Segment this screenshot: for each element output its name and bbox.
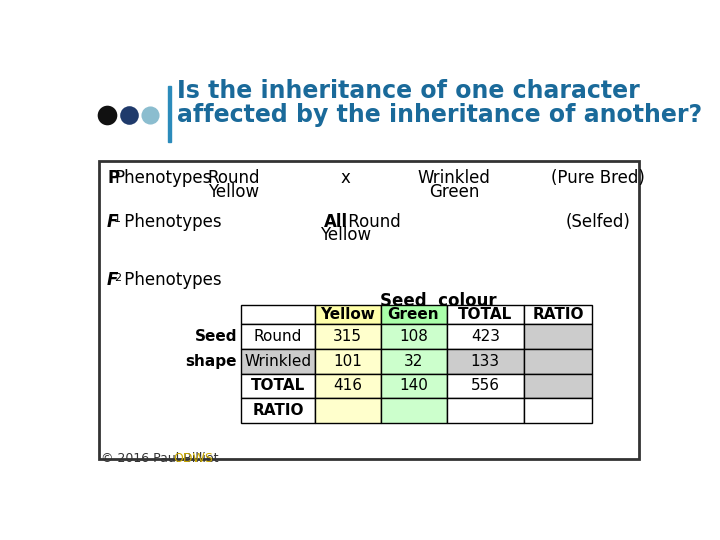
Text: Yellow: Yellow	[208, 183, 259, 201]
Text: Seed: Seed	[194, 329, 238, 344]
Text: x: x	[341, 168, 351, 187]
Bar	[241, 305, 315, 325]
Bar	[524, 325, 593, 349]
Text: Round: Round	[253, 329, 302, 344]
Text: TOTAL: TOTAL	[251, 379, 305, 393]
Bar	[524, 374, 593, 398]
Bar	[168, 86, 171, 142]
Bar	[446, 325, 524, 349]
Text: 556: 556	[471, 379, 500, 393]
Bar	[381, 374, 446, 398]
Text: Phenotypes: Phenotypes	[120, 271, 222, 289]
Text: Round: Round	[207, 168, 260, 187]
Text: Phenotypes: Phenotypes	[114, 168, 212, 187]
Text: 140: 140	[399, 379, 428, 393]
Text: P: P	[107, 168, 120, 187]
Text: shape: shape	[186, 354, 238, 369]
Bar	[99, 161, 639, 459]
Text: 108: 108	[399, 329, 428, 344]
Text: © 2016 Paul Billiet: © 2016 Paul Billiet	[101, 452, 222, 465]
Bar	[315, 398, 381, 423]
Text: Is the inheritance of one character: Is the inheritance of one character	[177, 79, 639, 103]
Text: TOTAL: TOTAL	[458, 307, 513, 322]
Text: Phenotypes: Phenotypes	[120, 213, 222, 231]
Text: ODWS: ODWS	[174, 452, 214, 465]
Text: F: F	[107, 213, 118, 231]
Text: 32: 32	[404, 354, 423, 369]
Bar	[381, 325, 446, 349]
Text: affected by the inheritance of another?: affected by the inheritance of another?	[177, 103, 702, 127]
Text: Wrinkled: Wrinkled	[418, 168, 491, 187]
Bar	[315, 325, 381, 349]
Point	[145, 111, 156, 119]
Bar	[446, 398, 524, 423]
Text: F: F	[107, 271, 118, 289]
Text: 2: 2	[114, 273, 121, 283]
Bar	[524, 398, 593, 423]
Text: Green: Green	[388, 307, 439, 322]
Text: All: All	[324, 213, 348, 231]
Bar	[315, 374, 381, 398]
Bar	[241, 325, 315, 349]
Text: RATIO: RATIO	[532, 307, 584, 322]
Point	[123, 111, 135, 119]
Bar	[381, 398, 446, 423]
Text: 423: 423	[471, 329, 500, 344]
Text: RATIO: RATIO	[252, 403, 304, 418]
Bar	[241, 374, 315, 398]
Text: Green: Green	[429, 183, 480, 201]
Text: Wrinkled: Wrinkled	[244, 354, 312, 369]
Bar	[446, 374, 524, 398]
Text: 1: 1	[114, 214, 121, 224]
Bar	[446, 349, 524, 374]
Bar	[381, 349, 446, 374]
Text: Seed  colour: Seed colour	[380, 292, 497, 310]
Text: 416: 416	[333, 379, 362, 393]
Bar	[241, 398, 315, 423]
Text: 315: 315	[333, 329, 362, 344]
Bar	[446, 305, 524, 325]
Point	[102, 111, 113, 119]
Text: Round: Round	[343, 213, 400, 231]
Bar	[315, 349, 381, 374]
Bar	[524, 349, 593, 374]
Text: 133: 133	[471, 354, 500, 369]
Bar	[315, 305, 381, 325]
Text: Yellow: Yellow	[320, 307, 375, 322]
Text: 101: 101	[333, 354, 362, 369]
Text: (Pure Bred): (Pure Bred)	[551, 168, 644, 187]
Bar	[241, 349, 315, 374]
Text: Yellow: Yellow	[320, 226, 372, 245]
Bar	[381, 305, 446, 325]
Bar	[524, 305, 593, 325]
Text: (Selfed): (Selfed)	[565, 213, 630, 231]
